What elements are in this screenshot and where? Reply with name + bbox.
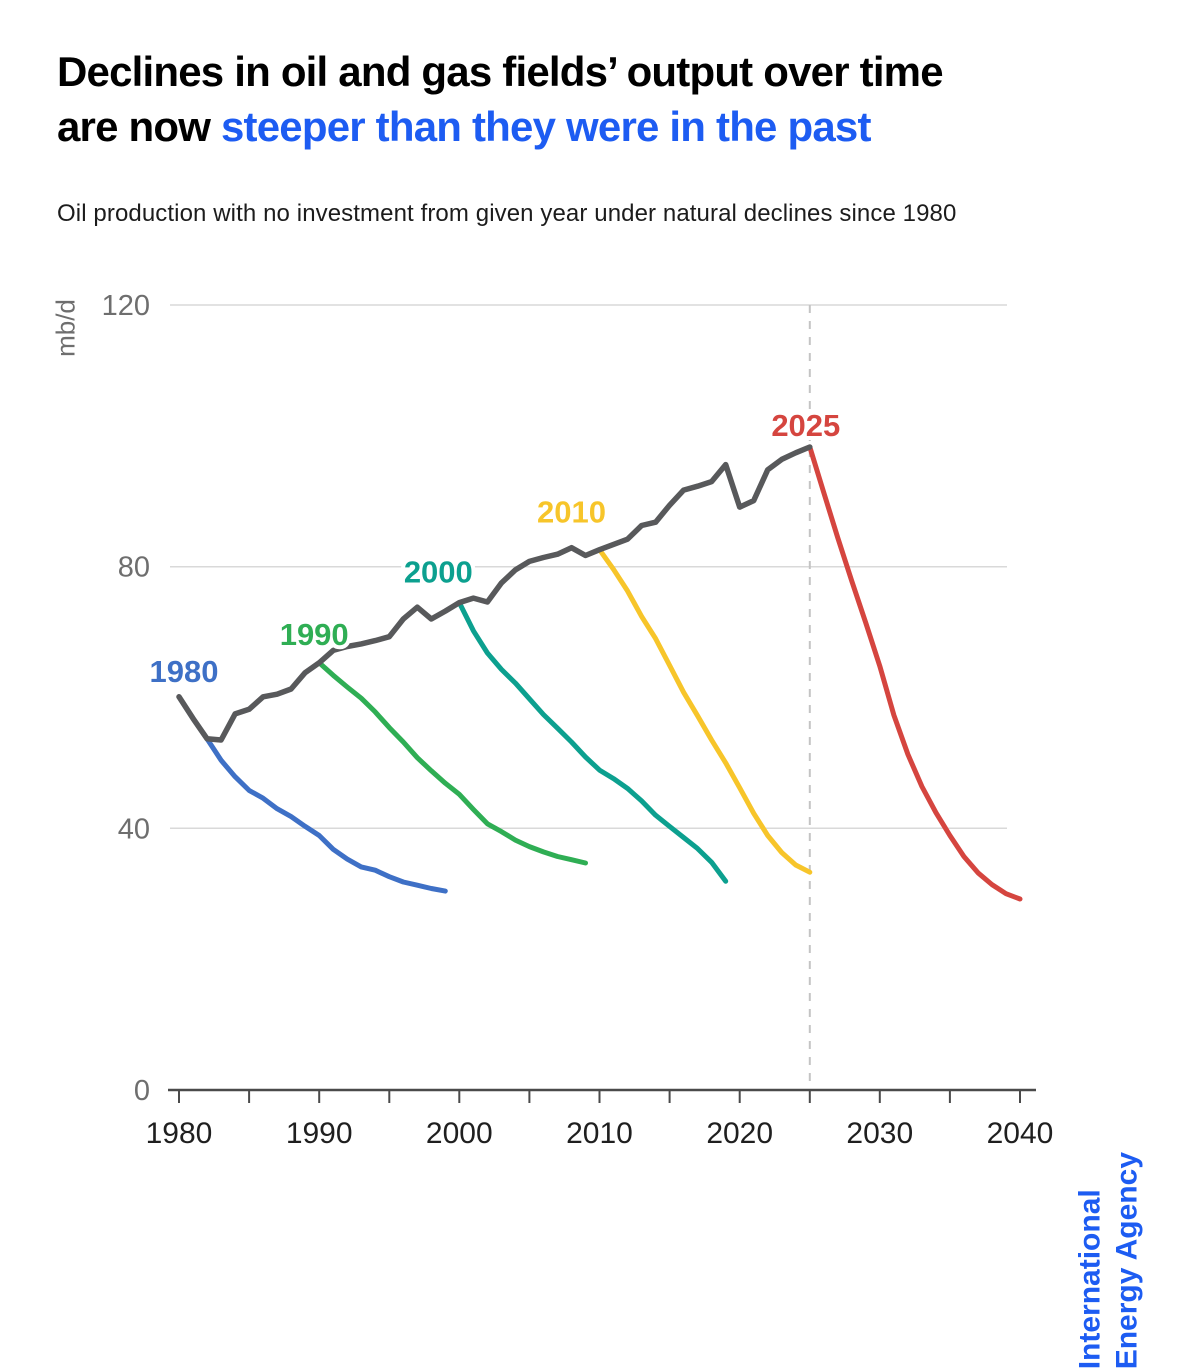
y-tick-label-80: 80	[118, 552, 150, 584]
x-tick-label-2010: 2010	[566, 1117, 633, 1150]
series-line-d1990	[316, 660, 588, 866]
chart-header: Declines in oil and gas fields’ output o…	[57, 44, 1157, 155]
series-line-d2010	[597, 547, 813, 875]
series-line-d2025	[807, 444, 1023, 902]
title-line2-accent: steeper than they were in the past	[220, 103, 871, 151]
series-label-d2010: 2010	[537, 495, 606, 530]
x-tick-label-1980: 1980	[146, 1117, 213, 1150]
page-title: Declines in oil and gas fields’ output o…	[57, 44, 1157, 155]
series-label-d2000: 2000	[404, 555, 473, 590]
x-tick-label-1990: 1990	[286, 1117, 353, 1150]
title-line1: Declines in oil and gas fields’ output o…	[57, 48, 944, 95]
y-tick-label-0: 0	[134, 1075, 150, 1107]
iea-logo-line1: International	[1073, 1189, 1106, 1369]
series-line-d2000	[456, 600, 729, 884]
y-tick-label-40: 40	[118, 813, 150, 845]
x-tick-label-2000: 2000	[426, 1117, 493, 1150]
series-line-d1980	[176, 694, 448, 894]
x-tick-label-2040: 2040	[987, 1117, 1054, 1150]
x-tick-label-2030: 2030	[846, 1117, 913, 1150]
series-line-historical	[176, 444, 813, 743]
series-label-d2025: 2025	[771, 408, 840, 443]
x-tick-label-2020: 2020	[706, 1117, 773, 1150]
chart-subtitle: Oil production with no investment from g…	[57, 200, 957, 227]
iea-logo-line2: Energy Agency	[1110, 1152, 1143, 1369]
y-tick-label-120: 120	[102, 290, 150, 322]
line-chart: 1980 1990 2000 2010 2020 2030 2040 0 40 80 120 1980…	[102, 290, 1054, 1150]
series-label-d1990: 1990	[280, 617, 349, 652]
title-line2-black: are now	[57, 103, 221, 151]
series-label-d1980: 1980	[150, 654, 219, 689]
iea-logo-text: International Energy Agency	[1071, 1152, 1145, 1369]
